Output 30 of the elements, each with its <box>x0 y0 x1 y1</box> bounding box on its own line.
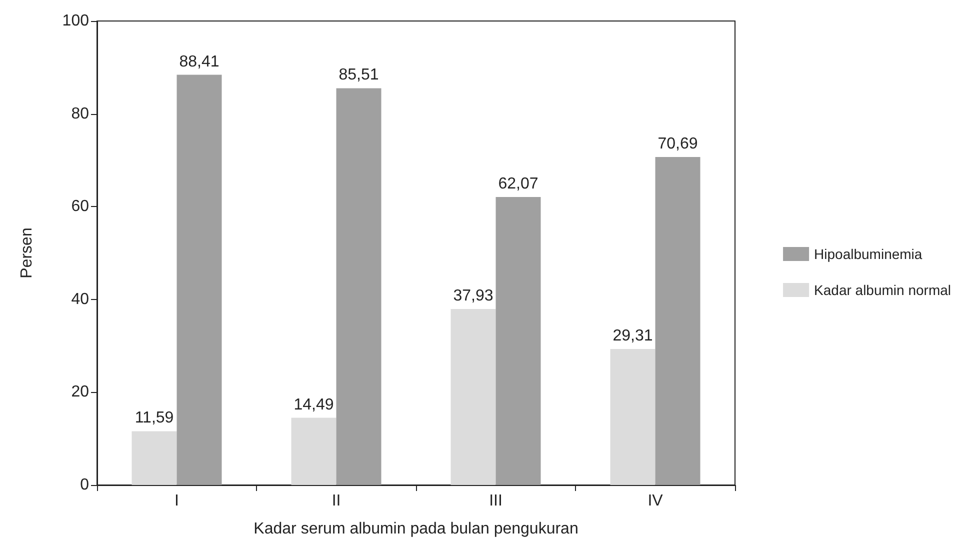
data-label: 14,49 <box>294 396 334 414</box>
bar <box>291 418 336 485</box>
bar <box>176 74 222 485</box>
legend-label: Kadar albumin normal <box>814 282 952 298</box>
x-tick-label: III <box>489 492 502 510</box>
data-label: 85,51 <box>338 66 379 84</box>
y-tick-label: 0 <box>80 476 90 494</box>
y-axis-title: Persen <box>18 228 36 278</box>
x-tick-label: IV <box>648 492 664 510</box>
legend-label: Hipoalbuminemia <box>814 246 922 262</box>
x-tick-label: II <box>332 492 341 510</box>
bar <box>132 431 177 485</box>
bar <box>336 88 382 485</box>
y-tick-label: 60 <box>71 198 90 216</box>
bar <box>450 309 496 485</box>
bar <box>496 196 541 485</box>
y-tick-label: 80 <box>71 105 90 122</box>
data-label: 11,59 <box>134 410 174 427</box>
data-label: 88,41 <box>179 53 220 70</box>
bar <box>610 349 656 485</box>
y-tick-label: 20 <box>71 384 90 401</box>
data-label: 37,93 <box>453 288 494 305</box>
y-tick-label: 100 <box>62 12 90 30</box>
data-label: 29,31 <box>612 328 653 344</box>
data-label: 62,07 <box>498 175 538 192</box>
bar <box>655 157 700 485</box>
y-tick-label: 40 <box>71 290 90 308</box>
data-label: 70,69 <box>658 136 698 152</box>
x-tick-label: I <box>174 492 179 510</box>
x-axis-title: Kadar serum albumin pada bulan pengukuran <box>254 520 578 538</box>
